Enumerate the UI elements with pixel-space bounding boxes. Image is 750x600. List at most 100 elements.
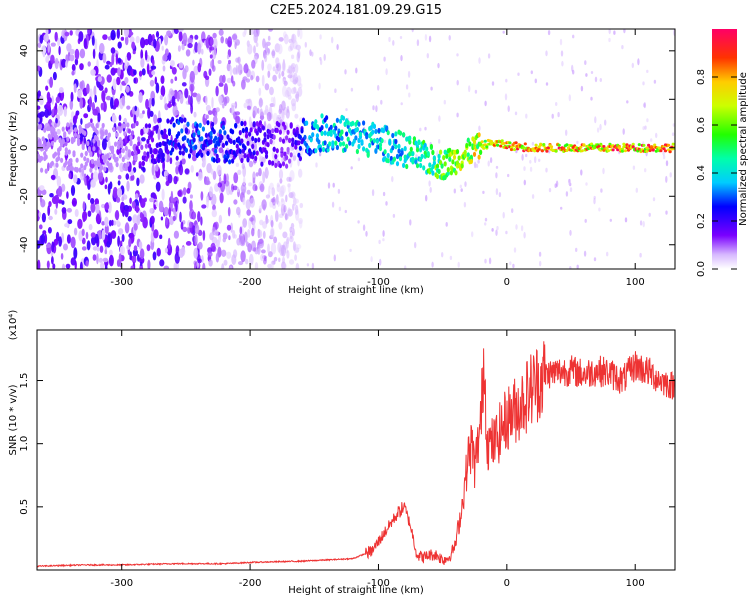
faint-speckle <box>464 181 467 187</box>
noise-speckle <box>259 156 265 164</box>
noise-speckle <box>184 168 190 175</box>
faint-speckle <box>593 195 596 200</box>
noise-speckle <box>162 54 168 62</box>
colorbar-ticks: 0.0 0.2 0.4 0.6 0.8 <box>696 69 737 277</box>
carrier-mark <box>160 129 164 135</box>
noise-speckle <box>124 207 129 218</box>
carrier-mark <box>167 130 172 136</box>
carrier-mark <box>469 158 473 164</box>
carrier-mark <box>251 143 255 149</box>
noise-speckle <box>229 265 233 269</box>
carrier-mark <box>163 141 167 147</box>
carrier-mark <box>174 143 178 149</box>
faint-speckle <box>511 208 514 214</box>
carrier-mark <box>80 152 84 158</box>
noise-speckle <box>244 29 247 36</box>
noise-speckle <box>37 65 41 72</box>
carrier-mark <box>400 150 404 156</box>
noise-speckle <box>295 91 300 103</box>
carrier-mark <box>472 151 477 157</box>
faint-speckle <box>531 141 535 146</box>
noise-speckle <box>280 185 285 197</box>
noise-speckle <box>116 197 121 203</box>
noise-speckle <box>167 173 173 184</box>
noise-speckle <box>167 237 171 250</box>
noise-speckle <box>99 151 103 164</box>
noise-speckle <box>219 75 224 84</box>
carrier-mark <box>89 151 93 157</box>
carrier-mark <box>411 151 415 157</box>
faint-speckle <box>456 53 459 57</box>
carrier-mark <box>288 137 292 143</box>
faint-speckle <box>304 41 307 48</box>
carrier-mark <box>358 131 363 137</box>
noise-speckle <box>201 204 207 209</box>
faint-speckle <box>445 222 448 227</box>
carrier-mark <box>184 127 188 133</box>
noise-speckle <box>174 252 180 264</box>
carrier-mark <box>411 156 415 162</box>
colorbar-gradient <box>712 29 737 269</box>
faint-speckle <box>484 222 487 226</box>
carrier-mark <box>231 158 235 164</box>
noise-speckle <box>94 38 98 51</box>
carrier-mark <box>523 142 527 146</box>
faint-speckle <box>596 127 600 133</box>
carrier-mark <box>480 140 484 144</box>
noise-speckle <box>153 114 158 124</box>
noise-speckle <box>153 204 156 209</box>
noise-speckle <box>79 97 83 109</box>
noise-speckle <box>273 256 278 262</box>
noise-speckle <box>230 75 234 84</box>
carrier-mark <box>426 151 430 157</box>
noise-speckle <box>126 105 131 110</box>
noise-speckle <box>181 82 187 87</box>
noise-speckle <box>90 172 94 181</box>
carrier-mark <box>120 143 124 149</box>
carrier-mark <box>241 127 245 134</box>
bottom-y-tick-label: 0.5 <box>19 499 30 515</box>
noise-speckle <box>90 118 93 123</box>
faint-speckle <box>449 255 453 260</box>
noise-speckle <box>237 56 241 64</box>
noise-speckle <box>205 180 211 185</box>
noise-speckle <box>222 237 226 243</box>
faint-speckle <box>311 51 314 57</box>
noise-speckle <box>157 128 161 141</box>
noise-speckle <box>233 172 239 184</box>
noise-speckle <box>104 249 108 255</box>
carrier-mark <box>124 166 128 172</box>
colorbar-tick-label: 0.4 <box>696 165 707 181</box>
noise-speckle <box>295 44 302 51</box>
faint-speckle <box>478 125 481 132</box>
noise-speckle <box>142 110 145 115</box>
noise-speckle <box>175 110 180 115</box>
noise-speckle <box>141 137 146 142</box>
noise-speckle <box>174 76 178 81</box>
noise-speckle <box>66 43 72 52</box>
carrier-mark <box>67 149 71 155</box>
noise-speckle <box>155 181 161 192</box>
noise-speckle <box>289 230 293 240</box>
carrier-mark <box>161 156 165 163</box>
carrier-mark <box>77 140 81 147</box>
noise-speckle <box>39 111 46 117</box>
carrier-mark <box>100 165 104 171</box>
carrier-mark <box>323 140 327 146</box>
carrier-mark <box>129 140 133 147</box>
faint-speckle <box>608 37 611 43</box>
faint-speckle <box>662 151 665 156</box>
carrier-mark <box>631 145 635 149</box>
noise-speckle <box>281 100 286 111</box>
noise-speckle <box>200 216 203 226</box>
carrier-mark <box>220 134 224 141</box>
noise-speckle <box>237 63 243 76</box>
noise-speckle <box>61 263 66 269</box>
noise-speckle <box>227 36 233 48</box>
faint-speckle <box>383 56 386 62</box>
carrier-mark <box>214 135 218 141</box>
faint-speckle <box>416 39 420 47</box>
carrier-mark <box>229 138 233 144</box>
carrier-mark <box>366 151 370 157</box>
faint-speckle <box>559 38 563 46</box>
